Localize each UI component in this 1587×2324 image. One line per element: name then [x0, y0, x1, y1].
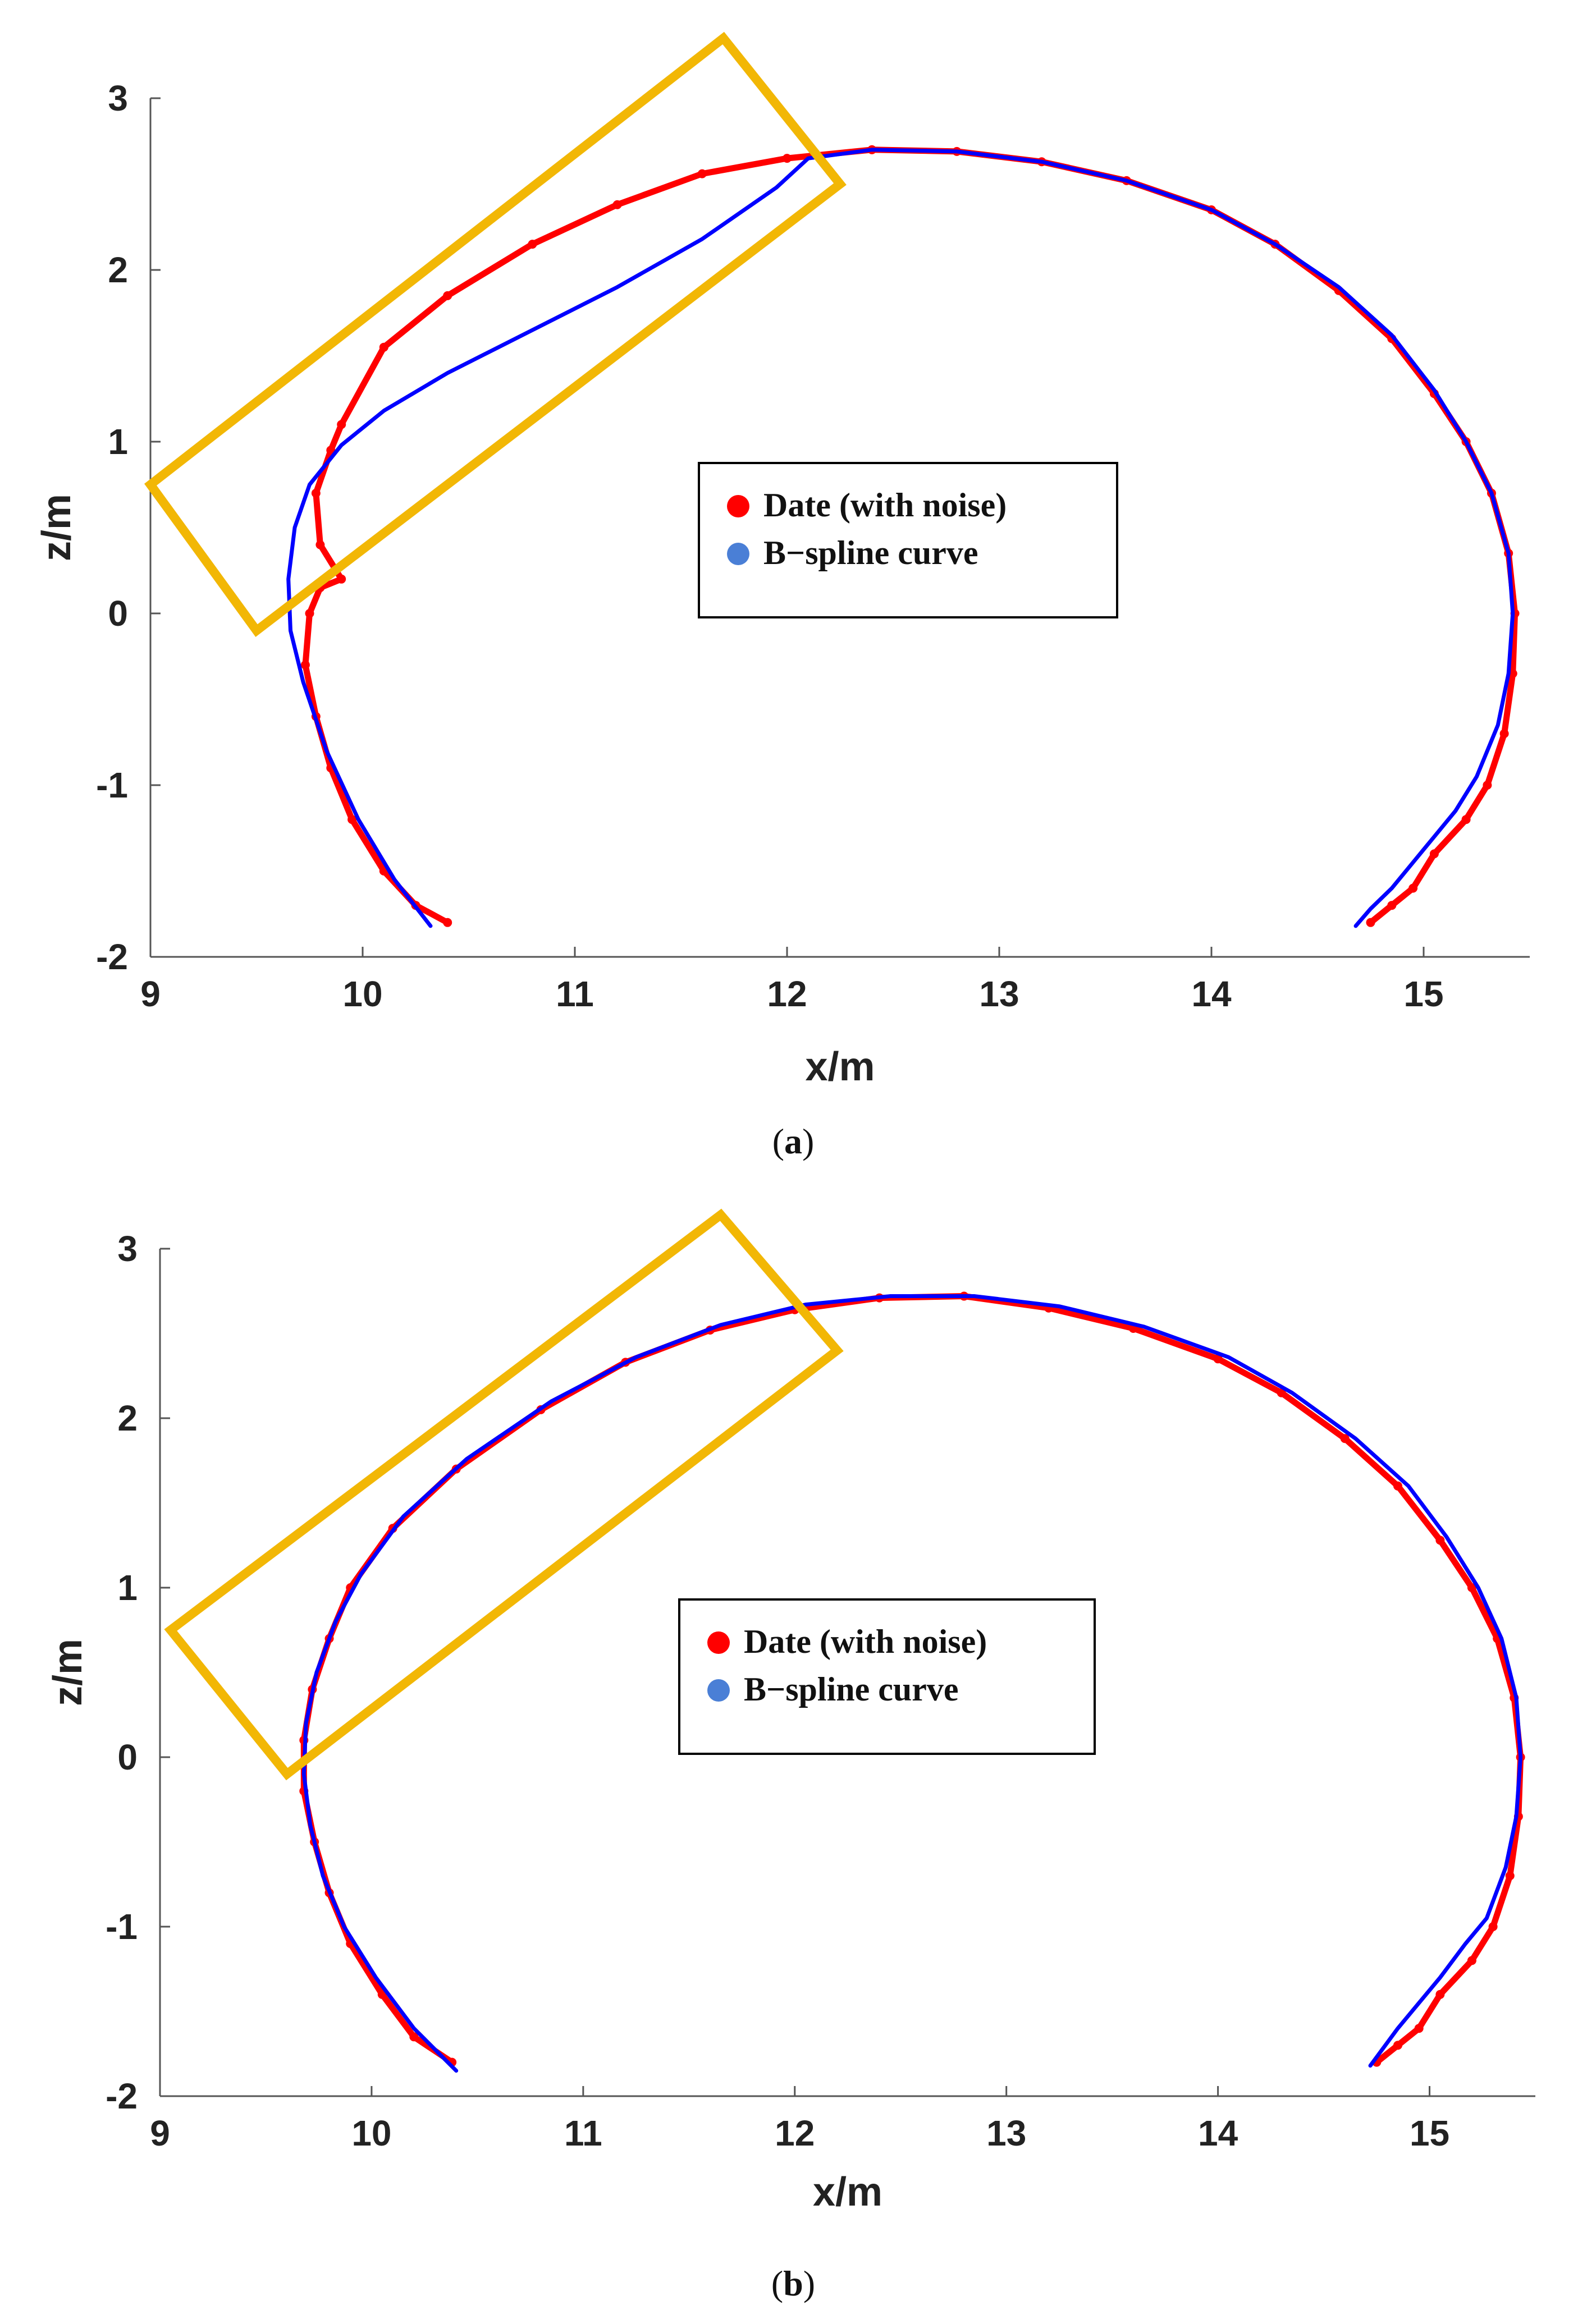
data-point: [337, 574, 346, 584]
data-point: [347, 815, 357, 824]
data-point: [1505, 1871, 1515, 1881]
x-axis-title: x/m: [813, 2170, 882, 2215]
legend-label: B−spline curve: [763, 534, 978, 571]
y-tick-label: 0: [108, 593, 128, 634]
data-point: [1393, 2041, 1402, 2050]
x-tick-label: 9: [140, 974, 161, 1014]
x-tick-label: 14: [1191, 974, 1232, 1014]
x-tick-label: 12: [775, 2113, 815, 2153]
data-point: [379, 342, 388, 352]
data-point: [1408, 883, 1418, 893]
data-point: [443, 918, 452, 927]
data-point: [300, 660, 310, 670]
data-point: [1429, 849, 1439, 859]
data-point: [1366, 918, 1375, 927]
x-tick-label: 12: [767, 974, 807, 1014]
legend-box: [698, 462, 1118, 618]
y-tick-label: 2: [108, 250, 128, 290]
data-point: [1435, 1990, 1445, 1999]
x-axis-title: x/m: [805, 1044, 875, 1089]
data-point: [697, 169, 707, 178]
x-tick-label: 10: [351, 2113, 391, 2153]
data-point: [1467, 1956, 1476, 1965]
data-point: [1340, 1434, 1350, 1443]
legend-marker: [707, 1679, 730, 1702]
caption-letter: a: [784, 1121, 802, 1161]
data-point: [1414, 2024, 1424, 2033]
data-point: [1435, 1535, 1445, 1545]
legend-marker: [707, 1631, 730, 1654]
data-point: [528, 240, 537, 249]
legend: Date (with noise) B−spline curve: [678, 1598, 1096, 1755]
y-axis-title: z/m: [45, 1639, 90, 1706]
data-point: [1499, 729, 1509, 739]
highlight-box: [144, 31, 847, 637]
x-tick-label: 15: [1403, 974, 1443, 1014]
y-tick-label: 1: [117, 1567, 138, 1608]
data-point: [1461, 815, 1471, 824]
data-point: [409, 2032, 419, 2042]
x-tick-label: 11: [556, 974, 594, 1014]
legend-box: [678, 1598, 1096, 1755]
x-tick-label: 13: [979, 974, 1019, 1014]
x-tick-label: 14: [1198, 2113, 1238, 2153]
x-tick-label: 11: [564, 2113, 602, 2153]
y-tick-label: -2: [96, 937, 128, 977]
y-tick-label: 3: [108, 78, 128, 118]
data-point: [783, 154, 792, 163]
caption-letter: b: [783, 2263, 803, 2303]
y-tick-label: -1: [96, 765, 128, 805]
highlight-box: [164, 1208, 844, 1781]
y-tick-label: 0: [117, 1737, 138, 1777]
x-tick-label: 13: [986, 2113, 1026, 2153]
data-point: [1467, 1583, 1476, 1592]
legend: Date (with noise) B−spline curve: [698, 462, 1118, 618]
data-point: [1277, 1388, 1286, 1397]
data-point: [1213, 1354, 1223, 1364]
data-point: [315, 540, 325, 549]
caption-open: (: [772, 1121, 784, 1161]
caption-open: (: [771, 2263, 783, 2303]
y-axis-title: z/m: [34, 494, 79, 561]
data-point: [1483, 781, 1492, 790]
data-point: [612, 200, 622, 209]
x-tick-label: 10: [342, 974, 382, 1014]
y-tick-label: -2: [106, 2076, 138, 2116]
legend-marker: [727, 543, 749, 565]
data-point: [443, 291, 452, 300]
panel-caption: (b): [771, 2263, 815, 2303]
caption-close: ): [803, 2263, 815, 2303]
y-tick-label: 1: [108, 421, 128, 462]
x-tick-label: 9: [150, 2113, 170, 2153]
legend-label: B−spline curve: [744, 1671, 959, 1708]
legend-label: Date (with noise): [744, 1623, 987, 1660]
legend-label: Date (with noise): [763, 487, 1007, 524]
data-point: [305, 609, 314, 618]
data-point: [1393, 1481, 1402, 1491]
panel-caption: (a): [772, 1121, 815, 1161]
y-tick-label: 2: [117, 1398, 138, 1438]
data-point: [1387, 901, 1397, 910]
data-point: [1488, 1922, 1498, 1931]
caption-close: ): [802, 1121, 814, 1161]
y-tick-label: 3: [117, 1229, 138, 1269]
series-b-spline-curve: [286, 148, 1515, 928]
data-point: [311, 488, 321, 498]
y-tick-label: -1: [106, 1906, 138, 1947]
data-point: [337, 420, 346, 429]
x-tick-label: 15: [1410, 2113, 1449, 2153]
legend-marker: [727, 495, 749, 517]
